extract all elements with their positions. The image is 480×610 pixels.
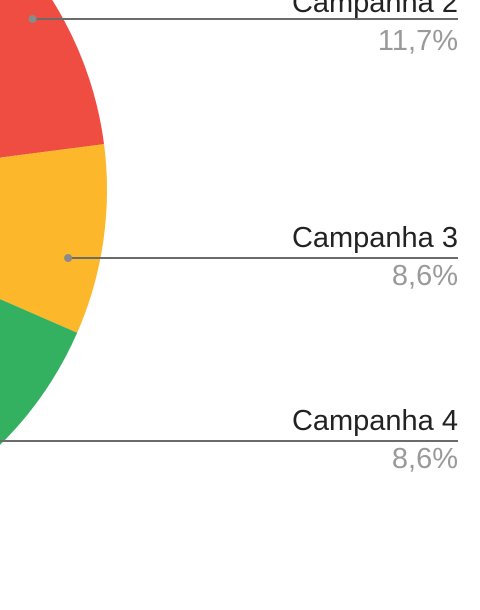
pie-slice-4[interactable]	[0, 190, 78, 481]
slice-percentage: 11,7%	[378, 25, 458, 57]
slice-percentage: 8,6%	[392, 443, 458, 475]
leader-dot	[64, 254, 73, 262]
pie-slices	[0, 0, 107, 481]
slice-labels: Campanha 2 11,7% Campanha 3 8,6% Campanha 4 8…	[292, 0, 458, 475]
slice-label: Campanha 2	[292, 0, 458, 19]
pie-slice-2[interactable]	[0, 0, 105, 190]
slice-percentage: 8,6%	[392, 260, 458, 292]
leader-dot	[28, 15, 37, 23]
pie-slice-3[interactable]	[0, 144, 107, 333]
slice-label: Campanha 4	[292, 405, 458, 437]
leader-lines	[0, 15, 458, 442]
slice-label: Campanha 3	[292, 222, 458, 254]
